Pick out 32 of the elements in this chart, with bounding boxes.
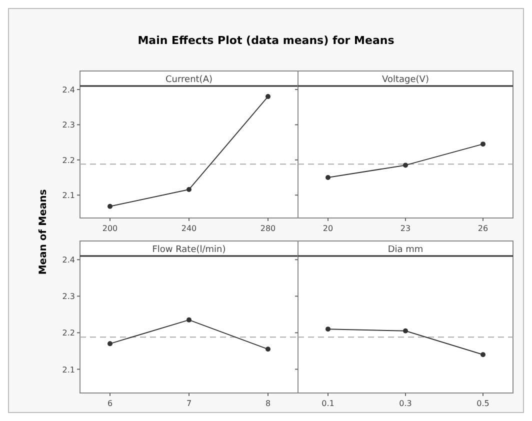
point — [266, 346, 270, 352]
y-tick-label: 2.2 — [62, 328, 75, 338]
y-tick-label: 2.1 — [62, 365, 75, 374]
x-axis-title: Dia mm — [388, 245, 424, 255]
chart-title: Main Effects Plot (data means) for Means — [138, 34, 395, 47]
point — [108, 341, 112, 346]
point — [186, 317, 192, 322]
x-tick-label: 26 — [478, 224, 488, 233]
x-tick-label: 23 — [400, 224, 411, 233]
x-tick-label: 280 — [260, 224, 276, 233]
x-tick-label: 240 — [181, 224, 197, 233]
y-tick-label: 2.3 — [62, 292, 75, 302]
point — [266, 94, 270, 100]
point — [186, 186, 192, 192]
x-tick-label: 0.3 — [399, 399, 412, 408]
x-axis-title: Current(A) — [166, 75, 212, 85]
point — [108, 204, 112, 209]
y-tick-label: 2.4 — [62, 256, 75, 265]
y-tick-label: 2.1 — [62, 191, 75, 200]
x-tick-label: 200 — [102, 224, 118, 233]
x-tick-label: 7 — [186, 399, 192, 408]
y-axis-title: Mean of Means — [38, 189, 49, 275]
x-tick-label: 0.5 — [476, 399, 490, 408]
x-tick-label: 8 — [265, 399, 271, 408]
y-tick-label: 2.3 — [62, 120, 75, 130]
y-tick-label: 2.2 — [62, 156, 75, 165]
x-axis-title: Voltage(V) — [382, 75, 429, 85]
x-tick-label: 20 — [322, 224, 334, 233]
x-tick-label: 0.1 — [322, 399, 334, 408]
y-tick-label: 2.4 — [62, 86, 75, 95]
x-axis-title: Flow Rate(l/min) — [152, 245, 226, 255]
x-tick-label: 6 — [107, 399, 113, 408]
